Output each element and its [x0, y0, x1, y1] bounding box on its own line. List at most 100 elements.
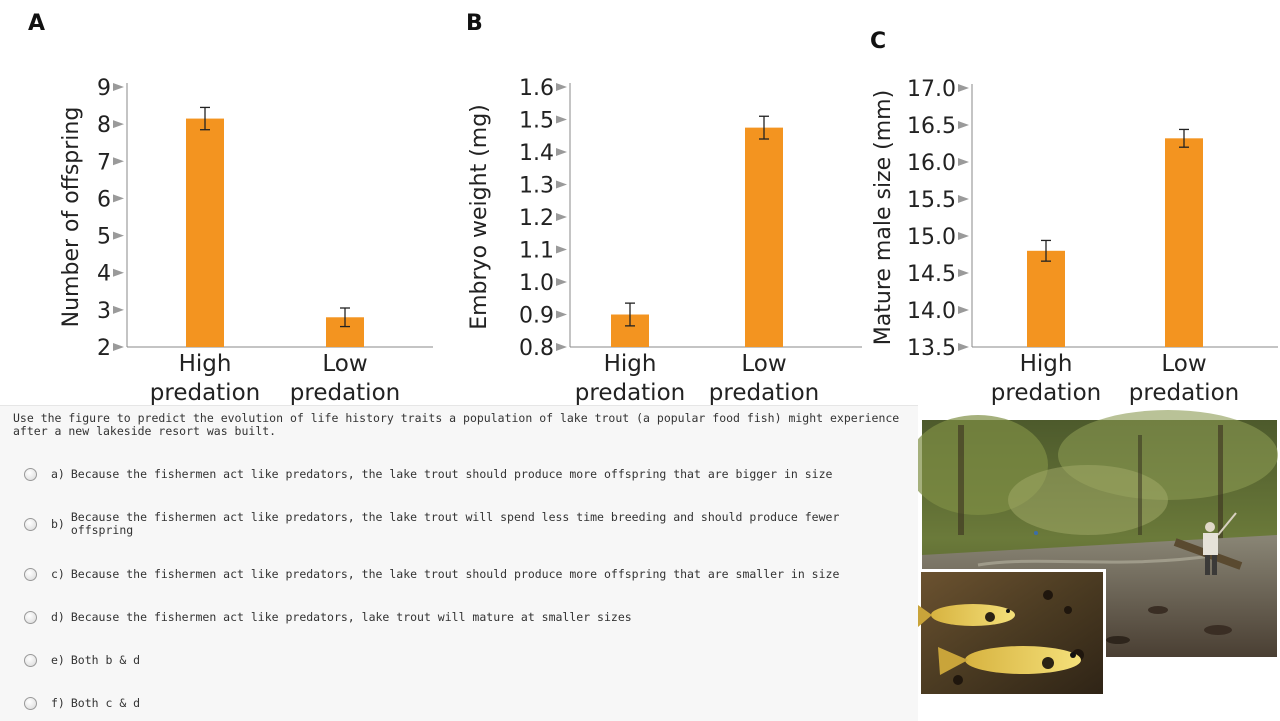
panel-b-y-axis-label: Embryo weight (mg): [467, 104, 492, 330]
quiz-panel: Use the figure to predict the evolution …: [0, 405, 918, 721]
panel-a-y-axis-label: Number of offspring: [59, 107, 84, 328]
panel-b-tick-label: 1.4: [519, 141, 554, 166]
panel-c-tick-arrow: [958, 84, 969, 92]
bar-charts-figure: A 2 3 4 5 6 7 8 9 Number of offspring High predatio…: [28, 11, 1278, 405]
panel-c-tick-label: 13.5: [907, 336, 956, 361]
option-a-text: Because the fishermen act like predators…: [70, 467, 833, 481]
panel-a-tick-arrow: [113, 343, 124, 351]
option-d-text: Because the fishermen act like predators…: [70, 610, 632, 624]
option-e-letter: e): [51, 653, 65, 667]
panel-c-tick-arrow: [958, 195, 969, 203]
option-f-letter: f): [51, 696, 65, 710]
panel-b-tick-label: 1.3: [519, 174, 554, 199]
panel-b-letter: B: [466, 11, 483, 36]
panel-b-bar-low: [745, 127, 783, 347]
panel-c-tick-arrow: [958, 269, 969, 277]
panel-a-category-label: Low: [322, 351, 367, 377]
photo-area: [918, 405, 1280, 720]
panel-a-tick-arrow: [113, 305, 124, 314]
option-f-radio[interactable]: [24, 697, 37, 710]
option-a-radio[interactable]: [24, 468, 37, 481]
panel-a-category-label: predation: [150, 380, 260, 405]
panel-a-tick-label: 5: [97, 225, 111, 250]
panel-c-tick-arrow: [958, 158, 969, 166]
option-f-text: Both c & d: [70, 696, 141, 710]
panel-a-tick-arrow: [113, 268, 124, 277]
panel-c-tick-arrow: [958, 306, 969, 314]
option-d-radio[interactable]: [24, 611, 37, 624]
panel-a-tick-label: 4: [97, 262, 111, 287]
panel-b-tick-arrow: [556, 83, 567, 91]
panel-a-tick-arrow: [113, 194, 124, 203]
guppy-fish-2: [938, 646, 1081, 675]
panel-c-category-label: High: [1020, 351, 1073, 377]
panel-c-letter: C: [870, 29, 886, 54]
stream-and-guppies-photo: [918, 410, 1278, 697]
option-e-text: Both b & d: [70, 653, 141, 667]
option-b-letter: b): [51, 516, 65, 531]
panel-b-tick-label: 0.8: [519, 336, 554, 361]
panel-a-tick-label: 3: [97, 299, 111, 324]
panel-c-tick-label: 16.5: [907, 114, 956, 139]
panel-b-tick-label: 1.2: [519, 206, 554, 231]
question-text: Use the figure to predict the evolution …: [13, 411, 900, 438]
panel-c-tick-label: 16.0: [907, 151, 956, 176]
charts-area: A 2 3 4 5 6 7 8 9 Number of offspring High predatio…: [28, 11, 1278, 405]
option-f[interactable]: f) Both c & d: [24, 697, 904, 710]
panel-b-category-label: Low: [741, 351, 786, 377]
panel-c-tick-arrow: [958, 343, 969, 351]
panel-a-category-label: predation: [290, 380, 400, 405]
option-b-radio[interactable]: [24, 517, 37, 531]
panel-b-tick-arrow: [556, 115, 567, 124]
panel-c-tick-label: 17.0: [907, 77, 956, 102]
option-d-letter: d): [51, 610, 65, 624]
option-b-text: Because the fishermen act like predators…: [70, 510, 840, 537]
panel-b-tick-arrow: [556, 213, 567, 221]
option-c-letter: c): [51, 567, 65, 581]
panel-b-tick-arrow: [556, 245, 567, 254]
panel-a-tick-arrow: [113, 120, 124, 129]
panel-c-bar-low: [1165, 138, 1203, 347]
panel-b-tick-label: 1.5: [519, 109, 554, 134]
panel-c-tick-label: 14.5: [907, 262, 956, 287]
panel-b-tick-arrow: [556, 180, 567, 189]
option-b[interactable]: b) Because the fishermen act like predat…: [24, 511, 904, 537]
panel-c-tick-label: 14.0: [907, 299, 956, 324]
option-c[interactable]: c) Because the fishermen act like predat…: [24, 568, 904, 581]
guppy-fish-1: [918, 604, 1015, 627]
panel-b-tick-arrow: [556, 343, 567, 351]
option-a-letter: a): [51, 467, 65, 481]
panel-b-tick-label: 0.9: [519, 304, 554, 329]
panel-a-tick-arrow: [113, 83, 124, 91]
option-c-radio[interactable]: [24, 568, 37, 581]
panel-b-tick-arrow: [556, 148, 567, 156]
panel-c-tick-arrow: [958, 121, 969, 129]
panel-a-category-label: High: [179, 351, 232, 377]
panel-a-letter: A: [28, 11, 45, 36]
panel-a-tick-arrow: [113, 231, 124, 240]
panel-c-bar-high: [1027, 250, 1065, 347]
panel-b-category-label: predation: [575, 380, 685, 405]
panel-c-category-label: predation: [1129, 380, 1239, 405]
panel-b-tick-label: 1.0: [519, 271, 554, 296]
panel-b-tick-label: 1.6: [519, 76, 554, 101]
option-c-text: Because the fishermen act like predators…: [70, 567, 840, 581]
panel-c-y-axis-label: Mature male size (mm): [871, 90, 896, 345]
option-e[interactable]: e) Both b & d: [24, 654, 904, 667]
panel-b-tick-label: 1.1: [519, 239, 554, 264]
option-e-radio[interactable]: [24, 654, 37, 667]
panel-c-tick-label: 15.5: [907, 188, 956, 213]
panel-b-category-label: predation: [709, 380, 819, 405]
panel-c-tick-label: 15.0: [907, 225, 956, 250]
panel-a-tick-label: 6: [97, 187, 111, 212]
panel-c-tick-arrow: [958, 232, 969, 240]
panel-a-tick-label: 7: [97, 150, 111, 175]
panel-a-bar-high: [186, 118, 224, 347]
panel-a-tick-arrow: [113, 157, 124, 166]
panel-a-tick-label: 9: [97, 76, 111, 101]
panel-b-tick-arrow: [556, 310, 567, 319]
panel-a-tick-label: 2: [97, 336, 111, 361]
option-a[interactable]: a) Because the fishermen act like predat…: [24, 468, 904, 481]
option-d[interactable]: d) Because the fishermen act like predat…: [24, 611, 904, 624]
panel-a-tick-label: 8: [97, 113, 111, 138]
